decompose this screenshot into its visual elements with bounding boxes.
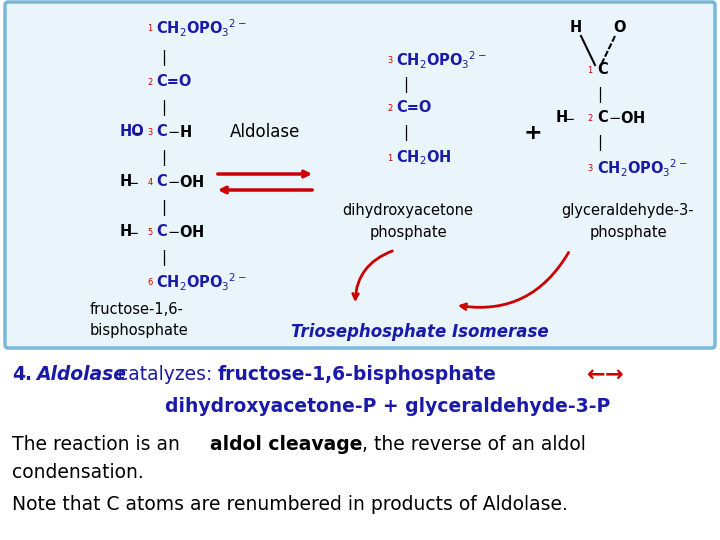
Text: fructose-1,6-: fructose-1,6- (90, 302, 184, 318)
Text: $_2$: $_2$ (148, 76, 154, 89)
Text: Triosephosphate Isomerase: Triosephosphate Isomerase (291, 323, 549, 341)
Text: O: O (613, 21, 626, 36)
Text: phosphate: phosphate (589, 225, 667, 240)
Text: $_6$: $_6$ (147, 275, 154, 288)
Text: ←: ← (587, 365, 606, 385)
Text: →: → (605, 365, 624, 385)
Text: H: H (120, 174, 132, 190)
Text: CH$_2$OPO$_3$$^{2-}$: CH$_2$OPO$_3$$^{2-}$ (597, 157, 688, 179)
Text: 4.: 4. (12, 366, 32, 384)
Text: catalyzes:: catalyzes: (118, 366, 212, 384)
Text: , the reverse of an aldol: , the reverse of an aldol (362, 435, 586, 455)
Text: glyceraldehyde-3-: glyceraldehyde-3- (562, 202, 694, 218)
Text: CH$_2$OPO$_3$$^{2-}$: CH$_2$OPO$_3$$^{2-}$ (396, 49, 487, 71)
Text: $_4$: $_4$ (147, 176, 154, 188)
Text: CH$_2$OPO$_3$$^{2-}$: CH$_2$OPO$_3$$^{2-}$ (156, 271, 247, 293)
Text: H: H (570, 21, 582, 36)
Text: $_3$: $_3$ (148, 125, 154, 138)
Text: C=O: C=O (156, 75, 192, 90)
Text: |: | (161, 250, 166, 266)
Text: H: H (556, 111, 568, 125)
Text: |: | (403, 77, 408, 93)
Text: aldol cleavage: aldol cleavage (210, 435, 362, 455)
Text: $_2$: $_2$ (387, 102, 394, 114)
Text: C: C (597, 111, 608, 125)
Text: |: | (403, 125, 408, 141)
Text: condensation.: condensation. (12, 463, 144, 483)
Text: $_2$: $_2$ (588, 111, 594, 125)
Text: $-$OH: $-$OH (167, 174, 204, 190)
Text: CH$_2$OH: CH$_2$OH (396, 148, 451, 167)
Text: $_1$: $_1$ (588, 64, 594, 77)
FancyBboxPatch shape (5, 2, 715, 348)
Text: phosphate: phosphate (369, 225, 447, 240)
Text: $-$OH: $-$OH (167, 224, 204, 240)
Text: CH$_2$OPO$_3$$^{2-}$: CH$_2$OPO$_3$$^{2-}$ (156, 17, 247, 39)
Text: HO: HO (120, 125, 145, 139)
Text: $-$: $-$ (125, 174, 138, 190)
Text: $-$: $-$ (562, 111, 575, 125)
Text: Note that C atoms are renumbered in products of Aldolase.: Note that C atoms are renumbered in prod… (12, 496, 568, 515)
Text: |: | (161, 200, 166, 216)
Text: $-$H: $-$H (167, 124, 192, 140)
Text: dihydroxyacetone: dihydroxyacetone (343, 202, 474, 218)
Text: $_3$: $_3$ (387, 53, 394, 66)
Text: C=O: C=O (396, 100, 431, 116)
Text: dihydroxyacetone-P + glyceraldehyde-3-P: dihydroxyacetone-P + glyceraldehyde-3-P (165, 397, 611, 416)
Text: |: | (598, 87, 603, 103)
Text: $-$OH: $-$OH (608, 110, 646, 126)
Text: Aldolase: Aldolase (230, 123, 300, 141)
Text: $_1$: $_1$ (387, 152, 394, 165)
Text: Aldolase: Aldolase (36, 366, 126, 384)
Text: C: C (156, 174, 167, 190)
Text: |: | (161, 150, 166, 166)
Text: C: C (597, 63, 608, 78)
Text: fructose-1,6-bisphosphate: fructose-1,6-bisphosphate (218, 366, 497, 384)
Text: The reaction is an: The reaction is an (12, 435, 186, 455)
Text: $_5$: $_5$ (148, 226, 154, 239)
Text: bisphosphate: bisphosphate (90, 322, 189, 338)
Text: C: C (156, 125, 167, 139)
Text: $_3$: $_3$ (588, 161, 594, 174)
Text: $-$: $-$ (130, 125, 143, 139)
Text: C: C (156, 225, 167, 240)
Text: $_1$: $_1$ (148, 22, 154, 35)
Text: |: | (161, 50, 166, 66)
Text: +: + (523, 123, 542, 143)
Text: |: | (161, 100, 166, 116)
Text: |: | (598, 135, 603, 151)
Text: H: H (120, 225, 132, 240)
Text: $-$: $-$ (125, 225, 138, 240)
